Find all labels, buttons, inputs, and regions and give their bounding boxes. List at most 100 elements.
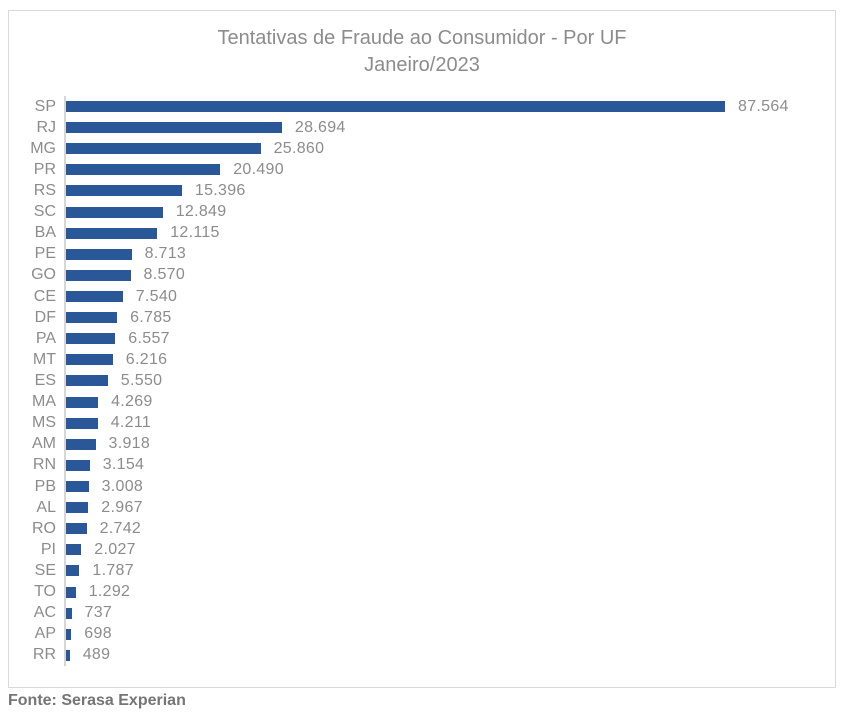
- bar: [66, 502, 89, 514]
- category-label: MG: [30, 139, 56, 157]
- bar: [66, 417, 98, 429]
- category-label: SC: [33, 203, 56, 221]
- bar-row: MS 4.211: [9, 413, 835, 434]
- value-label: 4.269: [111, 393, 153, 411]
- bar: [66, 481, 89, 493]
- category-label: PB: [34, 477, 56, 495]
- bar-row: MG 25.860: [9, 138, 835, 159]
- category-label: BA: [34, 224, 56, 242]
- category-label: RN: [32, 456, 56, 474]
- category-label: PE: [34, 245, 56, 263]
- bar: [66, 375, 108, 387]
- value-label: 15.396: [194, 181, 246, 199]
- bar: [66, 312, 118, 324]
- bar: [66, 607, 72, 619]
- value-label: 1.292: [88, 583, 131, 601]
- category-label: GO: [31, 266, 56, 284]
- value-label: 3.008: [101, 477, 144, 495]
- category-label: PI: [40, 540, 56, 558]
- value-label: 12.849: [175, 203, 227, 221]
- bar-row: RJ 28.694: [9, 117, 835, 138]
- bar: [66, 565, 80, 577]
- bar-row: RS 15.396: [9, 180, 835, 201]
- bar-row: AM 3.918: [9, 434, 835, 455]
- bar: [66, 544, 82, 556]
- bar: [66, 122, 282, 134]
- category-label: RJ: [36, 118, 56, 136]
- bar: [66, 164, 221, 176]
- source-note: Fonte: Serasa Experian: [8, 692, 186, 709]
- category-label: AC: [33, 604, 56, 622]
- value-label: 737: [84, 604, 113, 622]
- category-label: MT: [32, 350, 56, 368]
- bar: [66, 628, 72, 640]
- value-label: 87.564: [738, 97, 789, 115]
- category-label: PR: [33, 160, 56, 178]
- bar-row: RR 489: [9, 645, 835, 666]
- bar-row: SE 1.787: [9, 560, 835, 581]
- chart-subtitle: Janeiro/2023: [364, 54, 480, 76]
- category-label: SP: [34, 97, 56, 115]
- value-label: 6.557: [128, 329, 170, 347]
- bar: [66, 291, 123, 303]
- category-label: RR: [32, 646, 56, 664]
- bar: [66, 101, 725, 113]
- category-label: DF: [34, 308, 56, 326]
- category-label: PA: [35, 329, 56, 347]
- bar-row: MT 6.216: [9, 349, 835, 370]
- value-label: 489: [82, 646, 111, 664]
- bars-container: SP 87.564 RJ 28.694 MG 25.860 PR 20.490 RS 15.396…: [9, 96, 835, 666]
- value-label: 25.860: [273, 139, 325, 157]
- bar: [66, 354, 113, 366]
- bar: [66, 586, 76, 598]
- category-label: MS: [32, 414, 56, 432]
- value-label: 6.785: [130, 308, 172, 326]
- bar-row: GO 8.570: [9, 265, 835, 286]
- bar-row: SC 12.849: [9, 202, 835, 223]
- value-label: 8.570: [143, 266, 186, 284]
- value-label: 2.967: [101, 498, 143, 516]
- bar-row: TO 1.292: [9, 582, 835, 603]
- bar: [66, 248, 132, 260]
- bar-row: PA 6.557: [9, 328, 835, 349]
- bar-row: PB 3.008: [9, 476, 835, 497]
- bar-row: AP 698: [9, 624, 835, 645]
- bar-row: DF 6.785: [9, 307, 835, 328]
- value-label: 2.027: [94, 540, 136, 558]
- bar: [66, 438, 96, 450]
- chart-title-block: Tentativas de Fraude ao Consumidor - Por…: [9, 25, 835, 79]
- bar: [66, 459, 90, 471]
- category-label: MA: [32, 393, 56, 411]
- bar-row: CE 7.540: [9, 286, 835, 307]
- bar-row: RO 2.742: [9, 518, 835, 539]
- category-label: SE: [34, 561, 56, 579]
- category-label: TO: [34, 583, 56, 601]
- value-label: 698: [84, 625, 112, 643]
- bar: [66, 206, 163, 218]
- value-label: 20.490: [233, 160, 284, 178]
- bar: [66, 143, 261, 155]
- bar: [66, 396, 99, 408]
- value-label: 3.918: [108, 435, 151, 453]
- category-label: ES: [34, 371, 56, 389]
- value-label: 1.787: [92, 561, 134, 579]
- bar-row: PE 8.713: [9, 244, 835, 265]
- y-axis-line: [64, 96, 66, 666]
- category-label: AM: [32, 435, 56, 453]
- value-label: 12.115: [170, 224, 220, 242]
- bar: [66, 185, 182, 197]
- value-label: 3.154: [102, 456, 145, 474]
- value-label: 28.694: [294, 118, 346, 136]
- category-label: RO: [32, 519, 56, 537]
- value-label: 5.550: [120, 371, 163, 389]
- value-label: 7.540: [135, 287, 178, 305]
- bar: [66, 333, 116, 345]
- chart-frame: Tentativas de Fraude ao Consumidor - Por…: [8, 10, 836, 688]
- bar: [66, 227, 158, 239]
- bar-row: MA 4.269: [9, 392, 835, 413]
- bar: [66, 269, 131, 281]
- plot-area: SP 87.564 RJ 28.694 MG 25.860 PR 20.490 RS 15.396…: [9, 96, 835, 666]
- bar: [66, 649, 70, 661]
- bar-row: RN 3.154: [9, 455, 835, 476]
- category-label: CE: [33, 287, 56, 305]
